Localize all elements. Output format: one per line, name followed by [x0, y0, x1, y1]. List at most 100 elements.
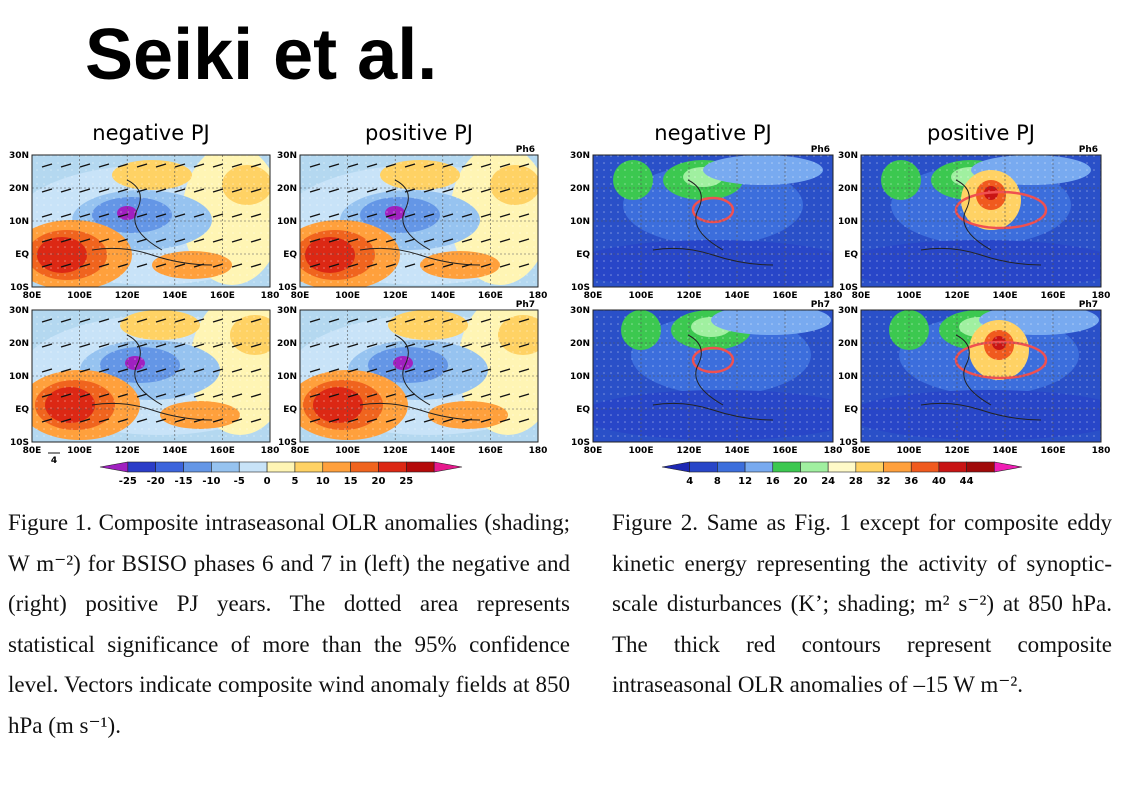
colorbar-label: 28	[849, 476, 863, 487]
wind-vector	[404, 238, 416, 243]
lon-label: 100E	[67, 446, 92, 456]
wind-vector	[385, 393, 397, 398]
wind-vector	[366, 343, 378, 348]
wind-vector	[480, 163, 492, 168]
wind-vector	[347, 263, 359, 268]
wind-vector	[136, 163, 148, 168]
wind-vector	[41, 238, 53, 243]
wind-vector	[117, 163, 129, 168]
wind-vector	[155, 368, 167, 373]
wind-vector	[442, 263, 454, 268]
lon-label: 160E	[773, 291, 798, 301]
wind-vector	[480, 343, 492, 348]
lat-label: EQ	[15, 250, 29, 260]
wind-vector	[250, 188, 262, 193]
wind-vector	[174, 163, 186, 168]
lat-label: 10S	[839, 283, 858, 293]
wind-vector	[212, 238, 224, 243]
colorbar-label: 32	[877, 476, 891, 487]
wind-vector	[136, 263, 148, 268]
wind-vector	[117, 343, 129, 348]
colorbar-label: 44	[960, 476, 974, 487]
wind-vector	[117, 393, 129, 398]
lon-label: 120E	[677, 291, 702, 301]
significance-dots	[300, 310, 538, 442]
wind-vector	[328, 238, 340, 243]
wind-vector	[423, 238, 435, 243]
wind-vector	[518, 318, 530, 323]
colorbar-box	[211, 461, 240, 473]
lon-label: 140E	[993, 446, 1018, 456]
wind-vector	[155, 263, 167, 268]
coastline	[91, 179, 213, 266]
wind-vector	[499, 263, 511, 268]
lat-label: 20N	[277, 339, 297, 349]
wind-vector	[347, 213, 359, 218]
wind-vector	[385, 188, 397, 193]
wind-vector	[155, 213, 167, 218]
wind-vector	[461, 238, 473, 243]
wind-vector	[442, 188, 454, 193]
wind-vector	[442, 213, 454, 218]
colorbar-box	[717, 461, 746, 473]
wind-vector	[193, 213, 205, 218]
wind-vector	[155, 393, 167, 398]
wind-vector	[442, 163, 454, 168]
colorbar-label: 15	[344, 476, 358, 487]
lat-label: 30N	[277, 306, 297, 316]
colorbar-label: 36	[904, 476, 918, 487]
wind-vector	[136, 213, 148, 218]
wind-vector	[347, 418, 359, 423]
wind-vector	[499, 238, 511, 243]
colorbar-box	[910, 461, 940, 473]
wind-vector	[231, 213, 243, 218]
lon-label: 80E	[584, 291, 603, 301]
lon-label: 160E	[210, 291, 235, 301]
significance-dots	[300, 155, 538, 287]
wind-vector	[518, 263, 530, 268]
lat-label: 10N	[570, 217, 590, 227]
lon-label: 100E	[897, 446, 922, 456]
lon-label: 140E	[162, 446, 187, 456]
wind-vector	[309, 368, 321, 373]
caption: Figure 2. Same as Fig. 1 except for comp…	[612, 510, 1112, 697]
panel-title: negative PJ	[92, 121, 209, 145]
phase-label: Ph6	[516, 145, 535, 155]
lon-label: 100E	[335, 291, 360, 301]
wind-vector	[347, 318, 359, 323]
wind-vector	[174, 188, 186, 193]
wind-vector	[480, 238, 492, 243]
wind-vector	[404, 418, 416, 423]
panel-frame	[592, 309, 834, 443]
wind-vector	[155, 318, 167, 323]
wind-vector	[79, 418, 91, 423]
wind-vector	[193, 163, 205, 168]
panel-frame	[31, 154, 271, 288]
wind-vector	[250, 368, 262, 373]
wind-vector	[385, 213, 397, 218]
wind-vector	[98, 418, 110, 423]
colorbar-label: -25	[119, 476, 137, 487]
lon-label: 100E	[629, 291, 654, 301]
lon-label: 180	[529, 446, 548, 456]
wind-vector	[174, 393, 186, 398]
colorbar-box	[855, 461, 884, 473]
wind-vector	[442, 238, 454, 243]
wind-vector	[174, 418, 186, 423]
wind-vector	[60, 343, 72, 348]
wind-vector	[385, 318, 397, 323]
wind-vector	[499, 343, 511, 348]
phase-label: Ph6	[811, 145, 830, 155]
wind-vector	[60, 188, 72, 193]
wind-vector	[328, 263, 340, 268]
colorbar-box	[689, 461, 718, 473]
colorbar-box	[294, 461, 324, 473]
colorbar-label: -20	[147, 476, 165, 487]
lon-label: 100E	[335, 446, 360, 456]
wind-vector	[155, 238, 167, 243]
caption: Figure 1. Composite intraseasonal OLR an…	[8, 510, 570, 738]
lon-label: 120E	[383, 446, 408, 456]
wind-vector	[250, 393, 262, 398]
lon-label: 160E	[210, 446, 235, 456]
